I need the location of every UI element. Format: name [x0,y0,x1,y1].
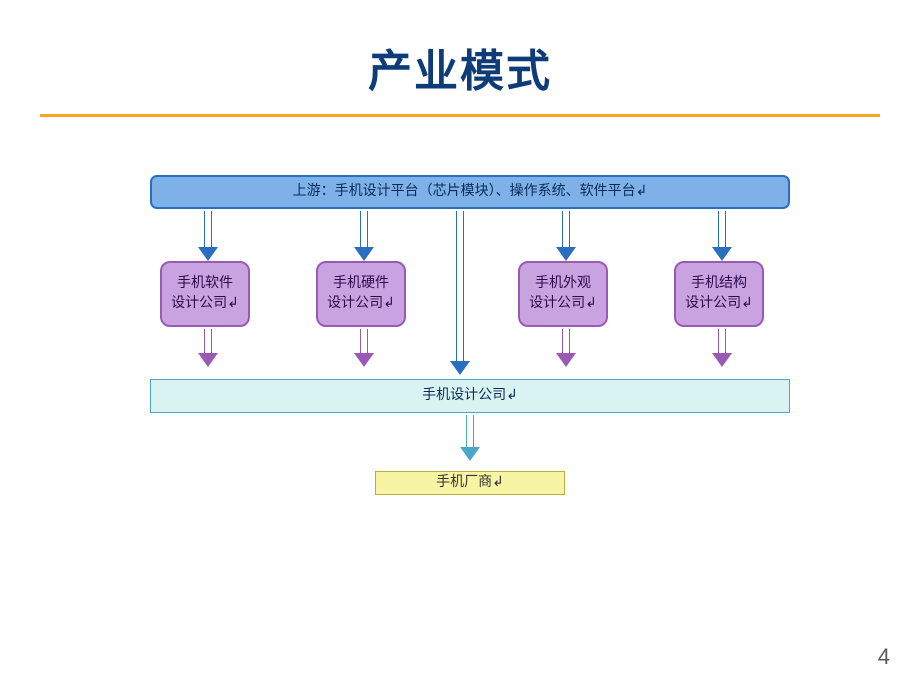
node-structure-design-co: 手机结构 设计公司↲ [674,261,764,327]
arrow-down-icon [556,211,576,261]
arrow-down-icon [354,211,374,261]
page-title: 产业模式 [0,0,920,114]
arrow-down-icon [712,329,732,367]
arrow-down-icon [354,329,374,367]
page-number: 4 [878,644,890,670]
title-divider [40,114,880,117]
node-appearance-design-co: 手机外观 设计公司↲ [518,261,608,327]
arrow-down-icon [198,329,218,367]
arrow-down-icon [460,415,480,461]
arrow-down-icon [712,211,732,261]
arrow-down-icon [198,211,218,261]
node-hardware-design-co: 手机硬件 设计公司↲ [316,261,406,327]
arrow-down-icon [450,211,470,375]
node-phone-design-co: 手机设计公司↲ [150,379,790,413]
node-upstream-platform: 上游：手机设计平台（芯片模块）、操作系统、软件平台↲ [150,175,790,209]
node-phone-factory: 手机厂商↲ [375,471,565,495]
flowchart: 上游：手机设计平台（芯片模块）、操作系统、软件平台↲ 手机软件 设计公司↲ 手机… [150,175,790,545]
arrow-down-icon [556,329,576,367]
divider-wrap [0,114,920,117]
node-software-design-co: 手机软件 设计公司↲ [160,261,250,327]
